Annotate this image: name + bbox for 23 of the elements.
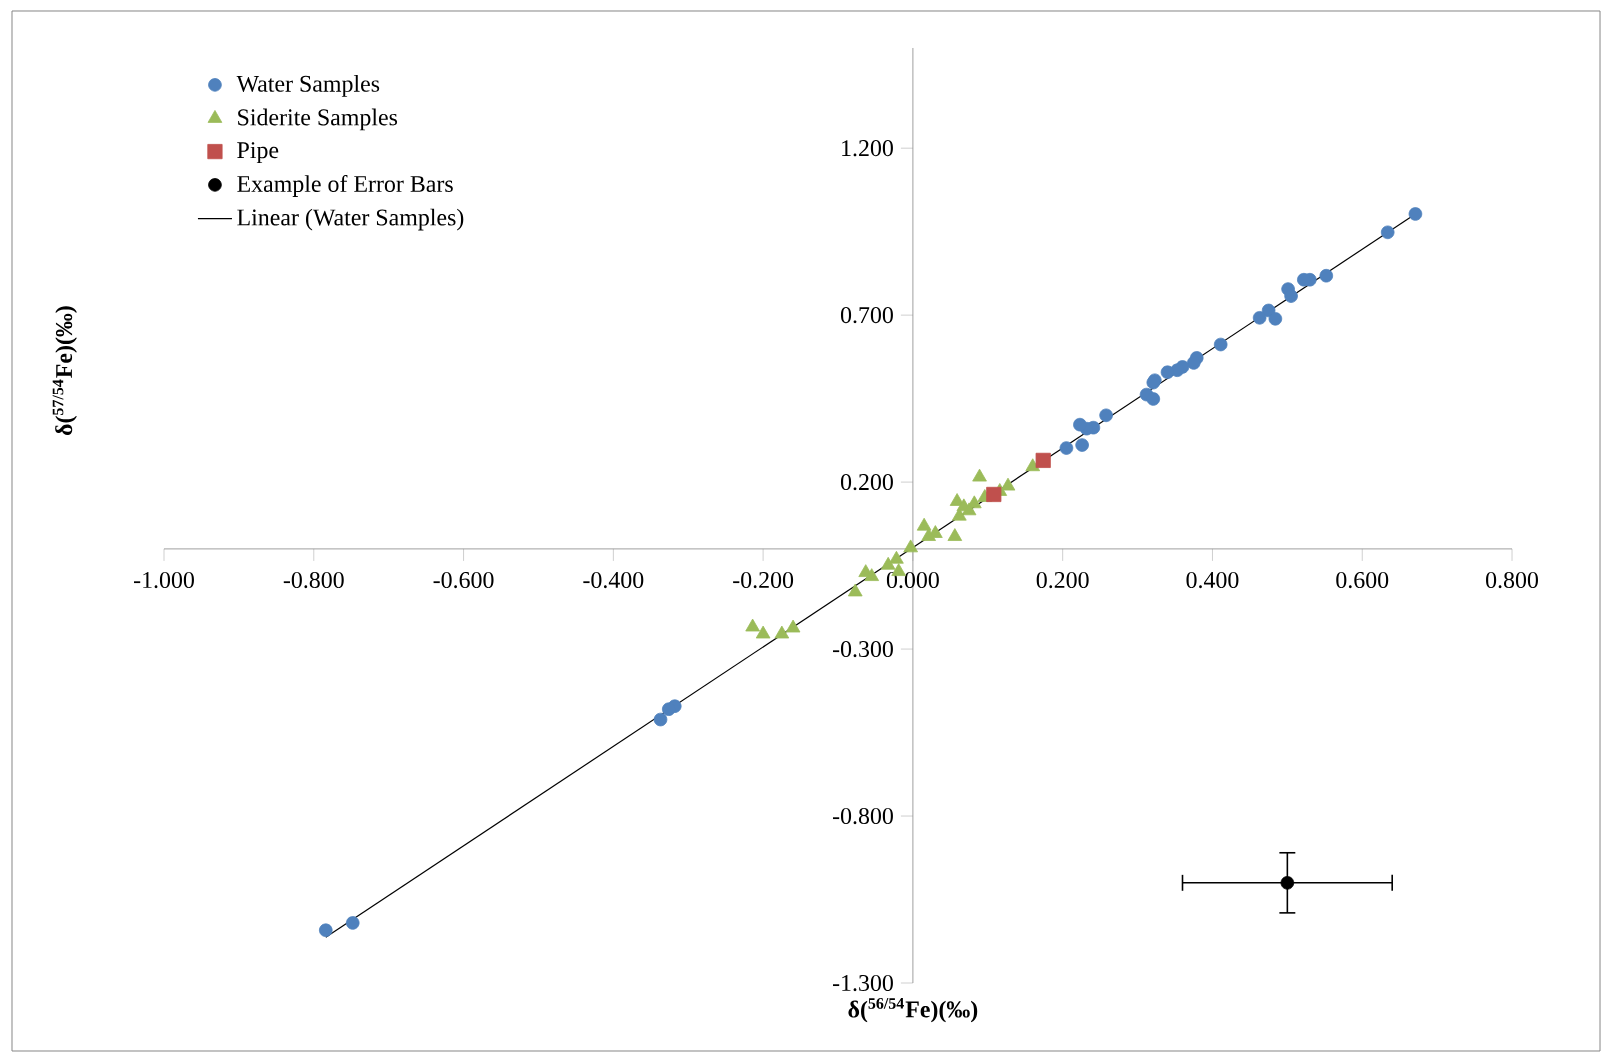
- x-tick-label: 0.200: [1036, 571, 1089, 589]
- legend-label: Example of Error Bars: [237, 174, 453, 197]
- x-tick-label: 0.800: [1486, 571, 1538, 589]
- y-tick-label: 0.200: [840, 473, 893, 491]
- y-tick-label: 1.200: [842, 140, 893, 157]
- legend-label: Water Samples: [236, 75, 380, 97]
- legend-label: Pipe: [237, 142, 279, 164]
- x-tick-label: 0.000: [886, 571, 939, 589]
- x-tick-label: -0.600: [433, 571, 494, 589]
- x-tick-label: -0.200: [733, 571, 794, 589]
- y-tick-label: 0.700: [840, 307, 893, 324]
- x-axis-title: δ($^{56/54}$Fe)(‰): [848, 998, 978, 1023]
- x-tick-label: 0.400: [1186, 571, 1239, 589]
- legend-label: Siderite Samples: [238, 108, 398, 131]
- x-tick-label: -0.400: [583, 571, 644, 589]
- legend-label: Linear (Water Samples): [237, 208, 464, 231]
- x-tick-label: -0.800: [283, 571, 344, 589]
- x-tick-label: -1.000: [134, 571, 194, 589]
- y-tick-label: -0.300: [832, 640, 893, 658]
- y-tick-label: -0.800: [832, 807, 893, 825]
- y-axis-title: δ($^{57/54}$Fe)(‰): [52, 306, 77, 436]
- x-tick-label: 0.600: [1336, 571, 1389, 589]
- y-tick-label: -1.300: [832, 974, 893, 992]
